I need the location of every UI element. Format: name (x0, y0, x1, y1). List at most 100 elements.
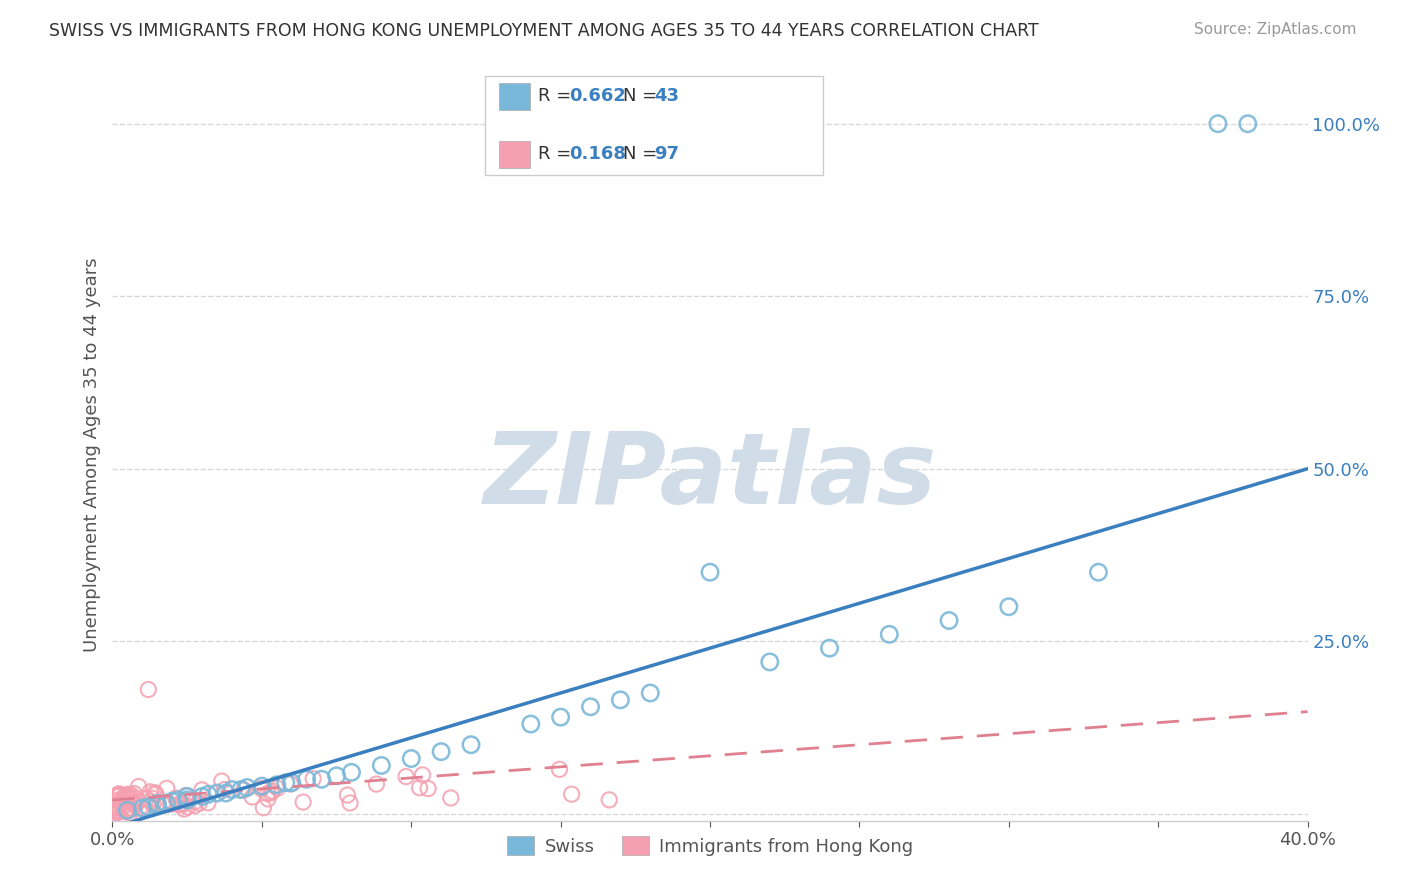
Point (146, 798, 169, 813)
Point (103, 806, 125, 821)
Point (124, 797, 146, 812)
Point (250, 779, 273, 793)
Point (759, 655, 782, 669)
Point (214, 782, 236, 797)
Text: N =: N = (623, 87, 662, 105)
Text: 0.662: 0.662 (569, 87, 626, 105)
Text: ZIPatlas: ZIPatlas (484, 428, 936, 525)
Point (191, 789, 214, 804)
Point (156, 781, 179, 796)
Point (408, 780, 430, 795)
Point (174, 789, 197, 803)
Point (129, 799, 152, 814)
Point (579, 699, 602, 714)
Point (143, 786, 166, 800)
Point (295, 772, 318, 787)
Point (167, 797, 190, 812)
Point (105, 793, 128, 807)
Point (370, 758, 392, 772)
Point (173, 802, 195, 816)
Point (112, 792, 135, 806)
Text: 97: 97 (654, 145, 679, 163)
Point (699, 566, 721, 580)
Point (1237, 117, 1260, 131)
Point (260, 786, 283, 800)
Point (440, 791, 463, 805)
Point (998, 599, 1021, 614)
Point (135, 802, 157, 816)
Point (266, 781, 288, 796)
Point (292, 795, 315, 809)
Point (103, 800, 125, 814)
Point (115, 790, 138, 805)
Point (167, 793, 190, 807)
Point (609, 693, 631, 707)
Point (311, 772, 333, 787)
Point (141, 791, 163, 805)
Point (162, 794, 183, 808)
Point (184, 795, 207, 809)
Point (548, 762, 571, 776)
Point (115, 789, 138, 804)
Point (184, 798, 207, 813)
Point (121, 802, 143, 816)
Point (170, 797, 193, 811)
Point (336, 788, 359, 802)
Point (110, 796, 132, 810)
Point (172, 797, 194, 812)
Point (114, 805, 136, 819)
Point (340, 765, 363, 780)
Point (138, 800, 160, 814)
Text: N =: N = (623, 145, 662, 163)
Point (250, 781, 273, 796)
Point (118, 787, 141, 801)
Point (120, 788, 142, 802)
Point (117, 803, 139, 817)
Point (153, 797, 176, 811)
Text: R =: R = (538, 145, 578, 163)
Point (460, 738, 482, 752)
Point (520, 717, 543, 731)
Point (818, 641, 841, 656)
Point (281, 775, 304, 789)
Point (159, 797, 181, 812)
Point (115, 802, 138, 816)
Point (131, 801, 153, 815)
Text: 43: 43 (654, 87, 679, 105)
Text: Source: ZipAtlas.com: Source: ZipAtlas.com (1194, 22, 1357, 37)
Point (274, 775, 297, 789)
Point (105, 801, 128, 815)
Point (104, 796, 127, 810)
Point (107, 787, 129, 801)
Point (122, 796, 145, 810)
Point (118, 801, 141, 815)
Point (561, 787, 583, 801)
Point (176, 789, 198, 804)
Point (640, 686, 662, 700)
Legend: Swiss, Immigrants from Hong Kong: Swiss, Immigrants from Hong Kong (499, 829, 921, 863)
Point (139, 794, 162, 808)
Point (111, 800, 134, 814)
Point (115, 788, 138, 802)
Point (112, 790, 135, 805)
Point (197, 788, 219, 802)
Point (128, 780, 150, 794)
Point (191, 782, 214, 797)
Point (215, 786, 238, 800)
Point (110, 796, 132, 810)
Point (252, 801, 274, 815)
Point (938, 614, 960, 628)
Point (211, 774, 233, 789)
Point (280, 777, 302, 791)
Point (114, 790, 136, 805)
Point (256, 786, 278, 800)
Point (152, 796, 174, 810)
Point (232, 783, 254, 797)
Point (121, 802, 143, 816)
Point (366, 777, 388, 791)
Point (205, 786, 228, 800)
Point (107, 805, 129, 819)
Point (395, 770, 418, 784)
Point (146, 797, 169, 811)
Point (339, 796, 361, 810)
